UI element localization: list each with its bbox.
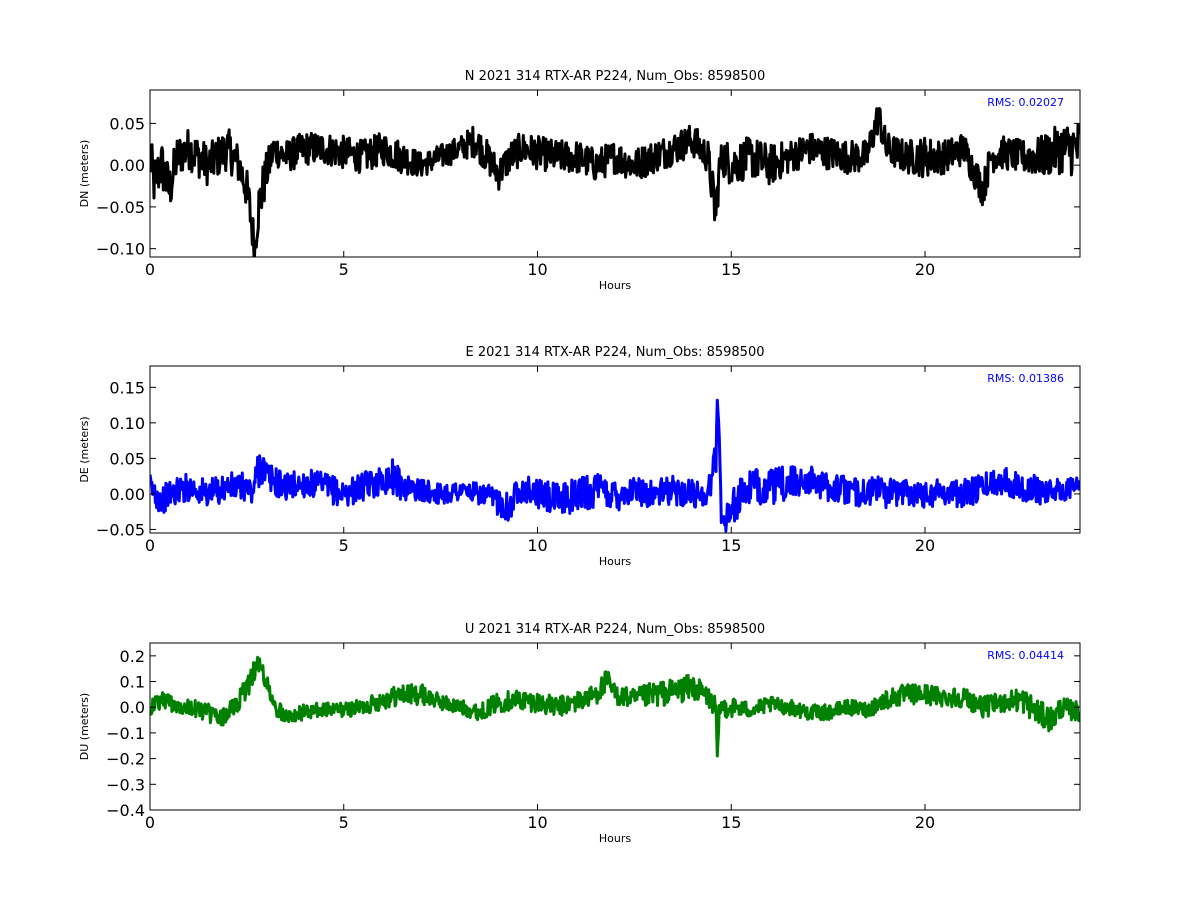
x-tick-label: 10 xyxy=(527,813,547,832)
y-tick-label: 0.1 xyxy=(120,673,145,692)
x-tick-label: 20 xyxy=(915,536,935,555)
y-tick-label: 0.00 xyxy=(109,485,145,504)
x-axis-label: Hours xyxy=(599,832,631,845)
x-tick-label: 15 xyxy=(721,536,741,555)
plot-frame xyxy=(149,365,1081,534)
y-tick-label: −0.05 xyxy=(96,198,145,217)
y-tick-label: 0.0 xyxy=(120,698,145,717)
y-axis-label: DE (meters) xyxy=(78,416,91,482)
y-tick-label: 0.15 xyxy=(109,378,145,397)
y-tick-label: 0.10 xyxy=(109,414,145,433)
x-tick-label: 20 xyxy=(915,260,935,279)
x-tick-label: 0 xyxy=(145,536,155,555)
x-axis-label: Hours xyxy=(599,279,631,292)
y-tick-label: −0.4 xyxy=(106,801,145,820)
y-axis-label: DU (meters) xyxy=(78,693,91,760)
data-series-line xyxy=(150,655,1080,758)
x-tick-label: 0 xyxy=(145,813,155,832)
x-tick-label: 5 xyxy=(339,260,349,279)
data-series-line xyxy=(150,107,1080,257)
x-tick-label: 15 xyxy=(721,813,741,832)
x-axis-label: Hours xyxy=(599,555,631,568)
subplot-1: 0 5 10 15 20 −0.10 −0.05 0.00 0.05 N 2021 314 RTX… xyxy=(78,69,1081,292)
y-tick-label: −0.05 xyxy=(96,520,145,539)
y-tick-label: −0.3 xyxy=(106,775,145,794)
x-tick-label: 15 xyxy=(721,260,741,279)
subplot-2: 0 5 10 15 20 −0.05 0.00 0.05 0.10 0.15 E 2021 314 … xyxy=(78,345,1081,568)
y-tick-label: 0.05 xyxy=(109,114,145,133)
plot-frame xyxy=(149,642,1081,811)
x-tick-label: 0 xyxy=(145,260,155,279)
y-tick-label: −0.1 xyxy=(106,724,145,743)
rms-annotation: RMS: 0.01386 xyxy=(987,372,1064,385)
rms-annotation: RMS: 0.02027 xyxy=(987,96,1064,109)
x-tick-label: 10 xyxy=(527,536,547,555)
x-tick-label: 10 xyxy=(527,260,547,279)
subplot-title: U 2021 314 RTX-AR P224, Num_Obs: 8598500 xyxy=(465,622,765,637)
data-series-line xyxy=(150,398,1080,533)
y-tick-label: 0.05 xyxy=(109,449,145,468)
subplot-title: N 2021 314 RTX-AR P224, Num_Obs: 8598500 xyxy=(465,69,765,84)
subplot-title: E 2021 314 RTX-AR P224, Num_Obs: 8598500 xyxy=(466,345,765,360)
x-tick-label: 20 xyxy=(915,813,935,832)
y-axis-label: DN (meters) xyxy=(78,140,91,208)
y-tick-label: −0.10 xyxy=(96,240,145,259)
rms-annotation: RMS: 0.04414 xyxy=(987,649,1064,662)
x-tick-label: 5 xyxy=(339,536,349,555)
x-tick-label: 5 xyxy=(339,813,349,832)
plot-frame xyxy=(149,89,1081,258)
y-tick-label: 0.2 xyxy=(120,647,145,666)
y-tick-label: −0.2 xyxy=(106,750,145,769)
subplot-3: 0 5 10 15 20 −0.4 −0.3 −0.2 −0.1 0.0 0.1 0.2 U 2021 … xyxy=(78,622,1081,845)
y-tick-label: 0.00 xyxy=(109,156,145,175)
